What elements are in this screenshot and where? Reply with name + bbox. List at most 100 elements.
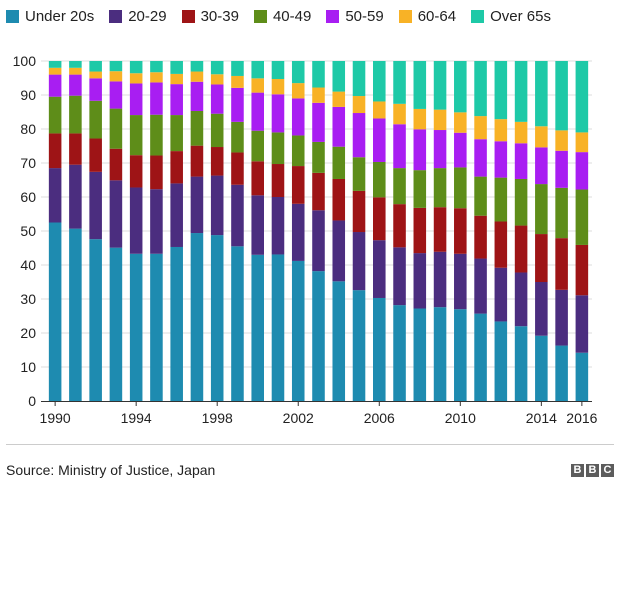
bar-2011-40-49 xyxy=(474,176,487,216)
bar-2010-30-39 xyxy=(454,208,467,254)
bar-2008-30-39 xyxy=(413,207,427,254)
y-tick-label-50: 50 xyxy=(20,223,36,239)
bar-2011-50-59 xyxy=(474,139,487,177)
bar-1990-60-64 xyxy=(48,67,62,75)
bar-2016-over-65s xyxy=(575,61,589,133)
legend-swatch-60-64 xyxy=(398,10,412,23)
bar-1993-30-39 xyxy=(109,148,123,181)
bar-2002-20-29 xyxy=(291,203,305,261)
bar-1999-over-65s xyxy=(231,61,244,76)
bbc-logo-letter-c: C xyxy=(601,463,614,477)
bar-1990-30-39 xyxy=(48,133,62,169)
legend-item-20-29: 20-29 xyxy=(109,8,167,25)
bar-2013-60-64 xyxy=(514,121,528,144)
bar-2004-under-20s xyxy=(332,281,346,401)
y-tick-label-10: 10 xyxy=(20,359,36,375)
bar-2013-50-59 xyxy=(514,143,528,179)
bar-1990-50-59 xyxy=(48,74,62,97)
bar-1995-over-65s xyxy=(150,61,163,73)
bar-2008-20-29 xyxy=(413,253,427,309)
bar-1993-40-49 xyxy=(109,108,123,149)
bar-2006-50-59 xyxy=(373,118,386,162)
bar-2003-40-49 xyxy=(312,141,325,173)
legend-label: 20-29 xyxy=(128,8,167,25)
bar-2014-30-39 xyxy=(535,234,548,282)
y-tick-label-70: 70 xyxy=(20,155,36,171)
bar-2014-under-20s xyxy=(535,335,548,401)
legend: Under 20s 20-29 30-39 40-49 50-59 60-64 Over 6… xyxy=(6,8,636,25)
bar-2012-20-29 xyxy=(494,267,508,322)
bar-2014-50-59 xyxy=(535,147,548,185)
bar-2005-over-65s xyxy=(352,61,366,97)
bar-2007-40-49 xyxy=(393,168,406,205)
bar-1994-40-49 xyxy=(129,115,143,156)
bar-1997-50-59 xyxy=(190,81,204,111)
bar-1996-60-64 xyxy=(170,73,183,85)
legend-swatch-under-20s xyxy=(6,10,19,23)
legend-label: 40-49 xyxy=(272,8,312,25)
bar-1996-over-65s xyxy=(170,61,183,74)
bar-1995-30-39 xyxy=(150,155,163,190)
bar-2007-30-39 xyxy=(393,204,406,248)
bar-2014-40-49 xyxy=(535,184,548,235)
y-tick-label-100: 100 xyxy=(13,53,37,69)
bar-2015-40-49 xyxy=(555,187,568,239)
bar-2001-under-20s xyxy=(271,254,285,401)
bar-1991-over-65s xyxy=(69,61,82,68)
bar-2010-20-29 xyxy=(454,253,467,310)
bar-2006-under-20s xyxy=(373,297,386,401)
bar-1993-under-20s xyxy=(109,247,123,401)
legend-label: 30-39 xyxy=(200,8,239,25)
bar-2013-20-29 xyxy=(514,272,528,327)
stacked-bar-chart: 0 10 20 30 40 50 60 70 80 90 100 1990 1994 1998 2002 20… xyxy=(6,53,614,445)
bar-2009-over-65s xyxy=(433,61,447,110)
bar-1992-30-39 xyxy=(89,138,102,172)
x-tick-label-2016: 2016 xyxy=(566,410,597,426)
legend-item-30-39: 30-39 xyxy=(181,8,239,25)
bar-1994-60-64 xyxy=(129,73,143,84)
bar-2000-30-39 xyxy=(251,161,264,196)
bar-2007-20-29 xyxy=(393,247,406,306)
y-tick-label-20: 20 xyxy=(20,325,36,341)
bar-1993-50-59 xyxy=(109,81,123,109)
bar-1995-60-64 xyxy=(150,72,163,83)
source-note: Source: Ministry of Justice, Japan xyxy=(6,462,216,478)
bar-1993-60-64 xyxy=(109,71,123,82)
bar-1998-20-29 xyxy=(210,175,224,236)
y-tick-label-30: 30 xyxy=(20,291,36,307)
bar-2009-under-20s xyxy=(433,307,447,401)
bar-2001-20-29 xyxy=(271,197,285,255)
legend-item-under-20s: Under 20s xyxy=(6,8,94,25)
bar-2013-40-49 xyxy=(514,178,528,226)
bar-2010-under-20s xyxy=(454,309,467,401)
bar-2010-60-64 xyxy=(454,112,467,133)
bar-2015-under-20s xyxy=(555,345,568,401)
y-tick-label-60: 60 xyxy=(20,189,36,205)
y-tick-label-40: 40 xyxy=(20,257,36,273)
bar-2006-60-64 xyxy=(373,101,386,119)
bar-1990-40-49 xyxy=(48,96,62,134)
legend-item-50-59: 50-59 xyxy=(326,8,384,25)
bar-1998-40-49 xyxy=(210,113,224,148)
bar-2005-20-29 xyxy=(352,232,366,291)
bar-2001-40-49 xyxy=(271,132,285,165)
bar-2001-30-39 xyxy=(271,164,285,197)
bar-2001-60-64 xyxy=(271,79,285,95)
bar-2007-60-64 xyxy=(393,103,406,125)
y-tick-label-0: 0 xyxy=(28,393,36,409)
bar-2002-50-59 xyxy=(291,98,305,136)
bar-2006-30-39 xyxy=(373,197,386,241)
bar-1991-50-59 xyxy=(69,74,82,96)
bar-2007-over-65s xyxy=(393,61,406,104)
bar-2005-30-39 xyxy=(352,190,366,233)
bar-1992-60-64 xyxy=(89,71,102,79)
bar-1990-under-20s xyxy=(48,222,62,401)
bar-2012-50-59 xyxy=(494,141,508,178)
bar-1999-under-20s xyxy=(231,246,244,401)
bar-2012-30-39 xyxy=(494,221,508,268)
y-tick-label-90: 90 xyxy=(20,87,36,103)
bar-2015-30-39 xyxy=(555,238,568,290)
bar-1998-over-65s xyxy=(210,61,224,75)
bar-2009-30-39 xyxy=(433,207,447,252)
bar-2016-60-64 xyxy=(575,132,589,153)
